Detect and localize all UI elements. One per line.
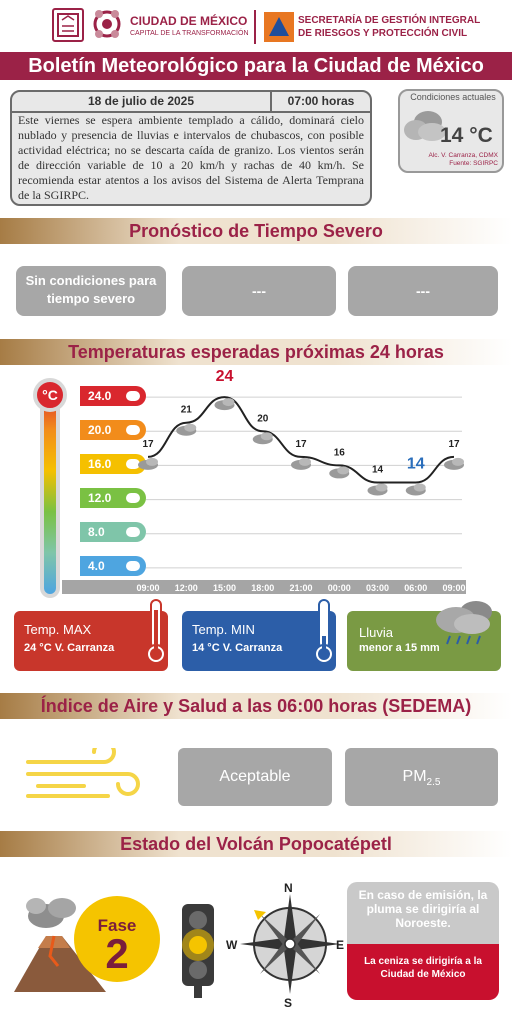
data-label: 14 [372,465,384,476]
severe-box-3: --- [348,266,498,316]
scale-pill: 4.0 [80,556,146,576]
phase-label: Fase [97,916,137,935]
scale-pill-dot [126,425,140,435]
secretaria-name: SECRETARÍA DE GESTIÓN INTEGRAL DE RIESGO… [298,15,481,39]
compass-west: W [226,938,238,952]
bulletin-box [10,90,372,206]
x-tick-label: 00:00 [328,583,351,593]
air-quality-header: Índice de Aire y Salud a las 06:00 horas… [0,693,512,719]
compass-east: E [336,938,345,952]
data-label: 24 [216,368,234,385]
bulletin-divider-h [12,111,370,113]
cdmx-flower-logo [90,4,124,48]
x-tick-label: 21:00 [289,583,312,593]
compass-icon [238,880,342,1013]
bulletin-time: 07:00 horas [287,94,355,108]
weather-icon [291,457,311,470]
compass-south: S [284,996,293,1010]
x-tick-label: 09:00 [136,583,159,593]
severe-box-2: --- [182,266,336,316]
traffic-light-icon [176,904,220,1005]
temperatures-header: Temperaturas esperadas próximas 24 horas [0,339,512,365]
header-divider [254,10,256,44]
temp-min-panel: Temp. MIN 14 °C V. Carranza [182,611,336,671]
wind-icon [24,740,154,809]
plume-direction-text: En caso de emisión, la pluma se dirigirí… [347,882,499,944]
weather-icon [405,483,426,496]
bulletin-date: 18 de julio de 2025 [87,94,195,108]
civil-protection-logo [264,12,294,42]
scale-pill-dot [126,527,140,537]
bulletin-text: Este viernes se espera ambiente templado… [18,113,364,202]
scale-pill-dot [126,493,140,503]
temp-max-panel: Temp. MAX 24 °C V. Carranza [14,611,168,671]
weather-icon [176,423,197,436]
weather-icon [214,398,235,411]
ash-direction-text: La ceniza se dirigiría a la Ciudad de Mé… [347,944,499,1000]
rain-value: menor a 15 mm [359,642,440,654]
temperature-line [147,396,455,484]
thermometer-hot-icon [142,598,170,671]
rain-title: Lluvia [359,625,393,640]
compass-north: N [284,881,293,895]
scale-pill-dot [126,561,140,571]
volcano-header: Estado del Volcán Popocatépetl [0,831,512,857]
temp-min-value: 14 °C V. Carranza [192,642,283,654]
x-tick-label: 15:00 [213,583,236,593]
current-temperature: 14 °C [440,124,493,147]
air-pollutant: PM2.5 [345,748,498,806]
celsius-badge: °C [33,378,67,412]
temp-min-title: Temp. MIN [192,622,255,637]
thermometer-gradient [44,388,56,594]
data-label: 20 [257,413,269,424]
x-tick-label: 09:00 [442,583,465,593]
scale-pill: 24.0 [80,386,146,406]
air-quality-status: Aceptable [178,748,332,806]
x-tick-label: 18:00 [251,583,274,593]
current-location: Alc. V. Carranza, CDMX Fuente: SGIRPC [428,152,498,167]
weather-icon [367,483,388,496]
weather-icon [444,457,464,470]
temp-max-value: 24 °C V. Carranza [24,642,115,654]
x-tick-label: 12:00 [175,583,198,593]
x-tick-label: 06:00 [404,583,427,593]
data-label: 14 [407,456,425,473]
data-label: 17 [295,439,307,450]
temp-max-title: Temp. MAX [24,622,92,637]
cdmx-title: CIUDAD DE MÉXICO [130,14,248,28]
page-title: Boletín Meteorológico para la Ciudad de … [0,52,512,80]
weather-icon [329,466,350,479]
data-label: 16 [334,447,346,458]
rain-cloud-icon [428,598,498,653]
scale-pill: 20.0 [80,420,146,440]
temperature-chart: 09:00 12:00 15:00 18:00 21:00 00:00 03:00 06:00… [62,368,466,594]
severe-weather-header: Pronóstico de Tiempo Severo [0,218,512,244]
data-label: 21 [181,405,193,416]
cdmx-subtitle: CAPITAL DE LA TRANSFORMACIÓN [130,30,249,37]
cloud-icon [402,106,450,151]
phase-number: 2 [105,930,129,977]
data-label: 17 [142,439,154,450]
severe-status-box: Sin condiciones para tiempo severo [16,266,166,316]
phase-circle: Fase 2 [74,896,160,982]
cdmx-crest-logo [52,8,84,42]
current-conditions-label: Condiciones actuales [410,92,496,102]
volcano-icon [10,896,110,1001]
current-conditions-card [398,89,504,173]
scale-pill-dot [126,391,140,401]
data-label: 17 [448,439,460,450]
weather-icon [252,432,273,445]
x-tick-label: 03:00 [366,583,389,593]
scale-pill-dot [126,459,140,469]
scale-pill: 12.0 [80,488,146,508]
thermometer-cold-icon [310,598,338,671]
bulletin-divider [270,92,272,112]
x-axis-bar [62,580,466,594]
scale-pill: 8.0 [80,522,146,542]
weather-icon [138,457,158,470]
scale-pill: 16.0 [80,454,146,474]
